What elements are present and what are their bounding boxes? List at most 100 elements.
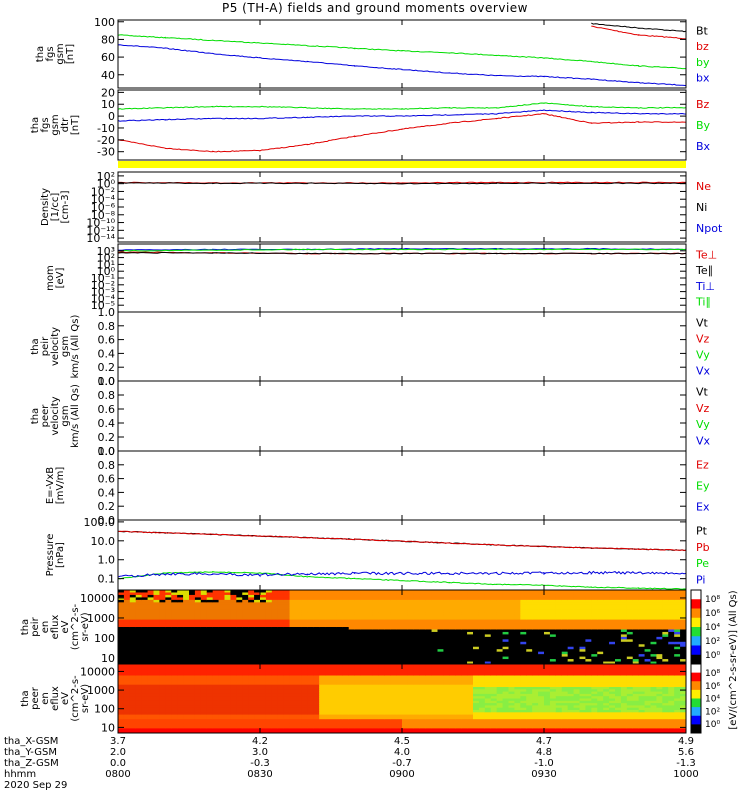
- spectrogram-cell: [159, 714, 166, 718]
- spectrogram-cell: [283, 614, 290, 618]
- spectrogram-cell: [484, 590, 492, 593]
- spectrogram-cell: [242, 703, 249, 706]
- spectrogram-cell: [129, 721, 137, 725]
- spectrogram-cell: [579, 634, 586, 638]
- spectrogram-cell: [650, 646, 657, 650]
- spectrogram-cell: [319, 691, 326, 695]
- spectrogram-cell: [218, 673, 225, 676]
- spectrogram-cell: [331, 689, 338, 692]
- spectrogram-cell: [378, 707, 385, 711]
- spectrogram-cell: [502, 629, 509, 633]
- spectrogram-cell: [431, 730, 438, 734]
- spectrogram-cell: [508, 590, 515, 593]
- spectrogram-cell: [301, 712, 308, 715]
- spectrogram-cell: [407, 696, 415, 699]
- spectrogram-cell: [277, 730, 285, 734]
- spectrogram-cell: [118, 590, 125, 593]
- spectrogram-cell: [171, 646, 178, 650]
- spectrogram-cell: [461, 677, 468, 681]
- spectrogram-cell: [283, 670, 290, 674]
- spectrogram-cell: [153, 617, 160, 620]
- spectrogram-cell: [194, 592, 202, 596]
- spectrogram-cell: [325, 677, 332, 681]
- spectrogram-cell: [177, 675, 184, 679]
- spectrogram-cell: [644, 634, 651, 638]
- spectrogram-cell: [289, 673, 296, 676]
- spectrogram-cell: [473, 622, 480, 625]
- spectrogram-cell: [573, 607, 580, 611]
- spectrogram-cell: [407, 659, 415, 662]
- spectrogram-cell: [336, 670, 344, 674]
- spectrogram-cell: [189, 714, 196, 718]
- spectrogram-cell: [254, 614, 261, 618]
- spectrogram-cell: [372, 609, 379, 613]
- spectrogram-cell: [248, 627, 255, 630]
- spectrogram-cell: [242, 710, 249, 713]
- spectrogram-cell: [230, 689, 237, 692]
- spectrogram-cell: [615, 592, 622, 596]
- spectrogram-cell: [313, 721, 320, 725]
- spectrogram-cell: [372, 707, 379, 711]
- spectrogram-cell: [443, 693, 450, 697]
- spectrogram-cell: [402, 707, 409, 711]
- spectrogram-cell: [159, 599, 166, 603]
- spectrogram-cell: [153, 627, 160, 630]
- spectrogram-cell: [153, 644, 160, 648]
- spectrogram-cell: [437, 675, 444, 679]
- spectrogram-cell: [384, 677, 391, 681]
- spectrogram-cell: [366, 649, 373, 653]
- spectrogram-cell: [336, 693, 344, 697]
- spectrogram-cell: [348, 656, 356, 660]
- spectrogram-cell: [218, 696, 225, 699]
- spectrogram-cell: [248, 728, 255, 732]
- spectrogram-cell: [597, 649, 604, 653]
- spectrogram-cell: [384, 714, 391, 718]
- spectrogram-cell: [319, 644, 326, 648]
- spectrogram-cell: [177, 723, 184, 727]
- spectrogram-cell: [526, 590, 533, 593]
- spectrogram-cell: [336, 689, 344, 692]
- spectrogram-cell: [443, 627, 450, 630]
- spectrogram-cell: [200, 723, 208, 727]
- spectrogram-cell: [147, 629, 154, 633]
- spectrogram-cell: [413, 599, 421, 603]
- spectrogram-cell: [496, 634, 503, 638]
- spectrogram-cell: [520, 619, 527, 623]
- y-tick-label: 100: [94, 632, 115, 645]
- spectrogram-cell: [307, 627, 314, 630]
- spectrogram-cell: [360, 629, 367, 633]
- spectrogram-cell: [224, 607, 231, 611]
- spectrogram-cell: [508, 651, 515, 655]
- spectrogram-cell: [277, 654, 285, 657]
- spectrogram-cell: [230, 719, 237, 722]
- spectrogram-cell: [396, 716, 403, 720]
- spectrogram-cell: [129, 624, 137, 628]
- spectrogram-cell: [396, 602, 403, 606]
- spectrogram-cell: [390, 707, 397, 711]
- spectrogram-cell: [283, 656, 290, 660]
- spectrogram-cell: [366, 614, 373, 618]
- spectrogram-cell: [260, 716, 267, 720]
- spectrogram-cell: [496, 636, 503, 640]
- spectrogram-cell: [425, 673, 432, 676]
- spectrogram-cell: [331, 710, 338, 713]
- spectrogram-cell: [360, 631, 367, 635]
- spectrogram-cell: [443, 703, 450, 706]
- spectrogram-cell: [336, 714, 344, 718]
- spectrogram-cell: [289, 656, 296, 660]
- spectrogram-cell: [674, 649, 681, 653]
- spectrogram-cell: [626, 602, 634, 606]
- spectrogram-cell: [295, 656, 302, 660]
- spectrogram-cell: [141, 664, 148, 667]
- spectrogram-cell: [141, 666, 148, 669]
- spectrogram-cell: [206, 712, 214, 715]
- spectrogram-cell: [248, 677, 255, 681]
- spectrogram-cell: [348, 641, 356, 645]
- spectrogram-cell: [443, 622, 450, 625]
- spectrogram-cell: [165, 646, 172, 650]
- spectrogram-cell: [313, 666, 320, 669]
- spectrogram-cell: [135, 629, 143, 633]
- spectrogram-cell: [431, 634, 438, 638]
- spectrogram-cell: [313, 659, 320, 662]
- spectrogram-cell: [555, 656, 563, 660]
